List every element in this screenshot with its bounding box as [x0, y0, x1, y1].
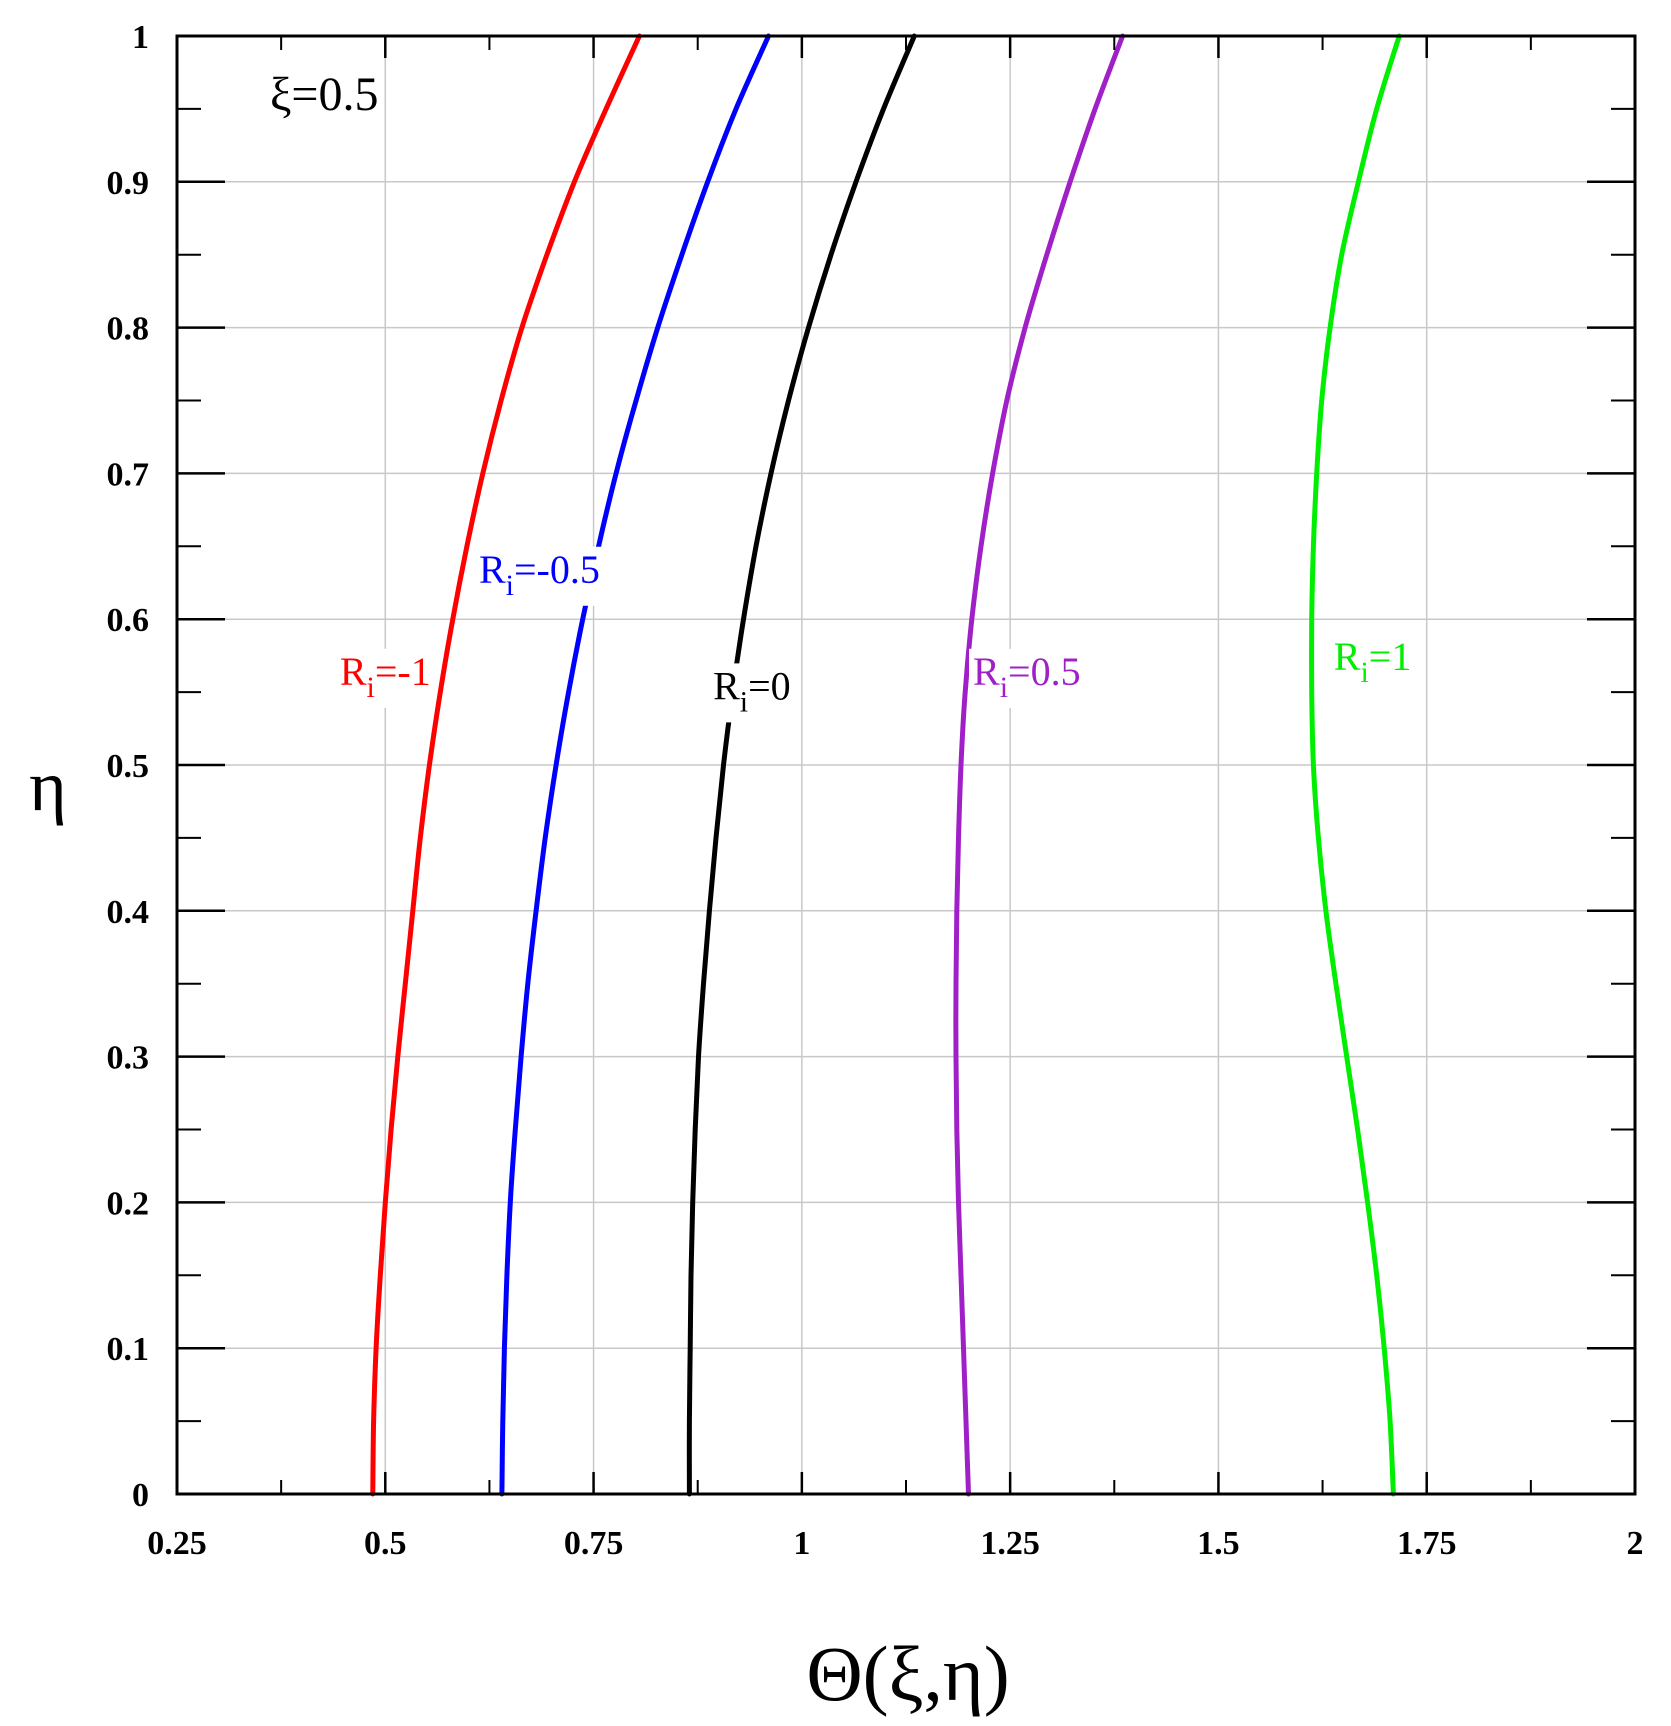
annotation-xi: ξ=0.5: [270, 68, 378, 121]
series-label-4: Ri=1: [1334, 634, 1412, 689]
series-label-bg-4: [1329, 634, 1416, 694]
series-line-2: [686, 33, 917, 1497]
y-axis-title: η: [29, 746, 67, 826]
series-line-0: [370, 33, 642, 1497]
x-tick-label: 0.5: [364, 1525, 407, 1562]
tick-labels: 0.25 0.5 0.75 1 1.25 1.5 1.75 2 0 0.1 0.2 0.3 0.4 0.5…: [107, 19, 1644, 1562]
series-line-4: [1309, 33, 1402, 1497]
series-label-0: Ri=-1: [340, 649, 431, 704]
x-axis-title: Θ(ξ,η): [806, 1630, 1009, 1717]
series-line-3: [953, 33, 1126, 1497]
x-tick-label: 1.5: [1197, 1525, 1240, 1562]
series-label-2: Ri=0: [713, 663, 791, 718]
y-tick-label: 0.3: [107, 1040, 150, 1077]
series-labels: Ri=-1 Ri=-0.5 Ri=0 Ri=0.5 Ri=1: [335, 546, 1416, 723]
y-tick-label: 0.8: [107, 311, 150, 348]
y-tick-label: 1: [132, 19, 149, 56]
series-line-1: [499, 33, 771, 1497]
y-tick-label: 0.6: [107, 602, 150, 639]
y-tick-label: 0.5: [107, 748, 150, 785]
y-tick-label: 0.1: [107, 1331, 150, 1368]
x-tick-label: 1.25: [980, 1525, 1040, 1562]
annotation-bg: [264, 68, 385, 121]
x-tick-label: 1.75: [1397, 1525, 1457, 1562]
series-label-bg-1: [474, 546, 604, 606]
series-label-bg-3: [969, 648, 1085, 708]
series-label-1: Ri=-0.5: [479, 547, 600, 602]
y-tick-label: 0.7: [107, 456, 150, 493]
y-tick-label: 0.4: [107, 894, 150, 931]
y-tick-label: 0.2: [107, 1185, 150, 1222]
x-tick-label: 2: [1627, 1525, 1644, 1562]
series-label-bg-2: [709, 663, 795, 723]
x-tick-label: 1: [793, 1525, 810, 1562]
series-label-3: Ri=0.5: [973, 649, 1081, 704]
grid: [177, 36, 1635, 1494]
ticks: [175, 34, 1637, 1496]
series-layer: [370, 33, 1402, 1497]
y-tick-label: 0: [132, 1477, 149, 1514]
x-tick-label: 0.25: [147, 1525, 207, 1562]
series-label-bg-0: [335, 648, 435, 708]
y-tick-label: 0.9: [107, 165, 150, 202]
x-tick-label: 0.75: [564, 1525, 624, 1562]
